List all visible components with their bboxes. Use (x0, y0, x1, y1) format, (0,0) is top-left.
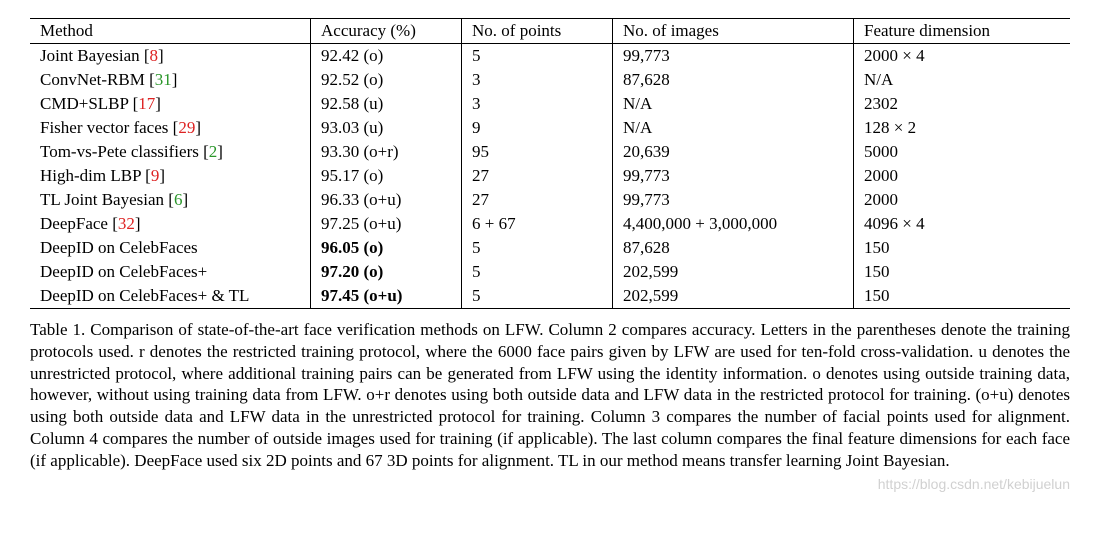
cell-feature: 2000 (854, 188, 1071, 212)
cell-accuracy: 96.33 (o+u) (311, 188, 462, 212)
watermark: https://blog.csdn.net/kebijuelun (878, 476, 1070, 492)
table-row: DeepID on CelebFaces+97.20 (o)5202,59915… (30, 260, 1070, 284)
header-images: No. of images (613, 19, 854, 44)
table-row: Fisher vector faces [29]93.03 (u)9N/A128… (30, 116, 1070, 140)
cell-accuracy: 97.45 (o+u) (311, 284, 462, 309)
table-caption: Table 1. Comparison of state-of-the-art … (30, 319, 1070, 471)
cell-feature: 2000 × 4 (854, 44, 1071, 69)
cell-points: 6 + 67 (462, 212, 613, 236)
citation-link[interactable]: 2 (209, 142, 218, 161)
cell-method: Fisher vector faces [29] (30, 116, 311, 140)
cell-accuracy: 95.17 (o) (311, 164, 462, 188)
cell-method: Tom-vs-Pete classifiers [2] (30, 140, 311, 164)
cell-feature: 5000 (854, 140, 1071, 164)
cell-images: 202,599 (613, 284, 854, 309)
cell-method: DeepID on CelebFaces (30, 236, 311, 260)
cell-feature: 2302 (854, 92, 1071, 116)
citation-link[interactable]: 9 (151, 166, 160, 185)
cell-method: High-dim LBP [9] (30, 164, 311, 188)
cell-images: 99,773 (613, 164, 854, 188)
cell-feature: 4096 × 4 (854, 212, 1071, 236)
cell-points: 5 (462, 44, 613, 69)
cell-accuracy: 97.25 (o+u) (311, 212, 462, 236)
header-points: No. of points (462, 19, 613, 44)
cell-images: N/A (613, 116, 854, 140)
cell-points: 3 (462, 68, 613, 92)
cell-points: 3 (462, 92, 613, 116)
cell-accuracy: 97.20 (o) (311, 260, 462, 284)
cell-points: 27 (462, 188, 613, 212)
cell-points: 5 (462, 236, 613, 260)
cell-accuracy: 92.42 (o) (311, 44, 462, 69)
cell-images: 99,773 (613, 188, 854, 212)
table-row: Joint Bayesian [8]92.42 (o)599,7732000 ×… (30, 44, 1070, 69)
table-row: High-dim LBP [9]95.17 (o)2799,7732000 (30, 164, 1070, 188)
cell-feature: 2000 (854, 164, 1071, 188)
cell-points: 27 (462, 164, 613, 188)
table-row: DeepID on CelebFaces+ & TL97.45 (o+u)520… (30, 284, 1070, 309)
table-row: TL Joint Bayesian [6]96.33 (o+u)2799,773… (30, 188, 1070, 212)
cell-images: N/A (613, 92, 854, 116)
cell-images: 20,639 (613, 140, 854, 164)
cell-images: 202,599 (613, 260, 854, 284)
table-row: ConvNet-RBM [31]92.52 (o)387,628N/A (30, 68, 1070, 92)
cell-accuracy: 92.58 (u) (311, 92, 462, 116)
cell-method: ConvNet-RBM [31] (30, 68, 311, 92)
cell-method: DeepFace [32] (30, 212, 311, 236)
table-body: Joint Bayesian [8]92.42 (o)599,7732000 ×… (30, 44, 1070, 309)
cell-method: DeepID on CelebFaces+ (30, 260, 311, 284)
citation-link[interactable]: 6 (174, 190, 183, 209)
table-row: CMD+SLBP [17]92.58 (u)3N/A2302 (30, 92, 1070, 116)
header-accuracy: Accuracy (%) (311, 19, 462, 44)
cell-images: 87,628 (613, 68, 854, 92)
header-feature: Feature dimension (854, 19, 1071, 44)
cell-points: 9 (462, 116, 613, 140)
table-row: Tom-vs-Pete classifiers [2]93.30 (o+r)95… (30, 140, 1070, 164)
citation-link[interactable]: 31 (155, 70, 172, 89)
cell-method: DeepID on CelebFaces+ & TL (30, 284, 311, 309)
citation-link[interactable]: 29 (178, 118, 195, 137)
cell-method: CMD+SLBP [17] (30, 92, 311, 116)
results-table: Method Accuracy (%) No. of points No. of… (30, 18, 1070, 309)
citation-link[interactable]: 17 (138, 94, 155, 113)
cell-feature: 128 × 2 (854, 116, 1071, 140)
cell-points: 5 (462, 260, 613, 284)
cell-accuracy: 93.03 (u) (311, 116, 462, 140)
cell-feature: N/A (854, 68, 1071, 92)
cell-images: 4,400,000 + 3,000,000 (613, 212, 854, 236)
cell-feature: 150 (854, 260, 1071, 284)
cell-accuracy: 93.30 (o+r) (311, 140, 462, 164)
cell-feature: 150 (854, 236, 1071, 260)
citation-link[interactable]: 32 (118, 214, 135, 233)
cell-accuracy: 96.05 (o) (311, 236, 462, 260)
table-row: DeepFace [32]97.25 (o+u)6 + 674,400,000 … (30, 212, 1070, 236)
citation-link[interactable]: 8 (150, 46, 159, 65)
cell-images: 99,773 (613, 44, 854, 69)
header-method: Method (30, 19, 311, 44)
header-row: Method Accuracy (%) No. of points No. of… (30, 19, 1070, 44)
cell-feature: 150 (854, 284, 1071, 309)
cell-method: Joint Bayesian [8] (30, 44, 311, 69)
cell-images: 87,628 (613, 236, 854, 260)
cell-accuracy: 92.52 (o) (311, 68, 462, 92)
cell-points: 5 (462, 284, 613, 309)
cell-method: TL Joint Bayesian [6] (30, 188, 311, 212)
cell-points: 95 (462, 140, 613, 164)
table-row: DeepID on CelebFaces96.05 (o)587,628150 (30, 236, 1070, 260)
